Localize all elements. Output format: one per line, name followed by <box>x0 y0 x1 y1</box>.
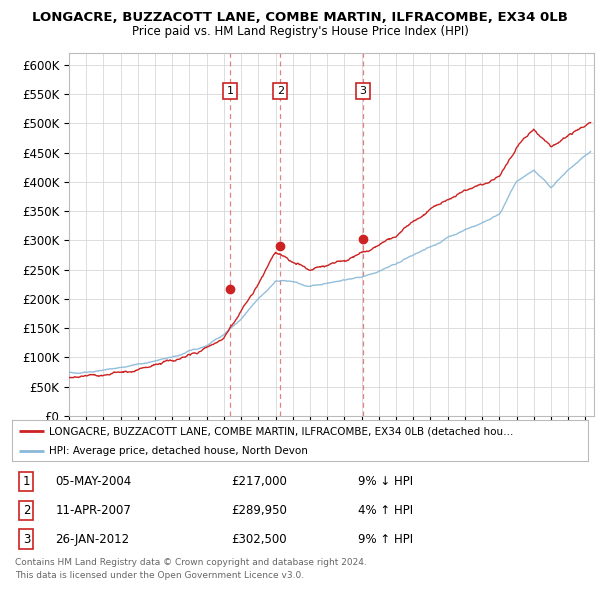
Text: Price paid vs. HM Land Registry's House Price Index (HPI): Price paid vs. HM Land Registry's House … <box>131 25 469 38</box>
Text: 1: 1 <box>23 475 30 488</box>
Text: 4% ↑ HPI: 4% ↑ HPI <box>358 504 413 517</box>
Text: 9% ↑ HPI: 9% ↑ HPI <box>358 533 413 546</box>
Text: 11-APR-2007: 11-APR-2007 <box>55 504 131 517</box>
Text: HPI: Average price, detached house, North Devon: HPI: Average price, detached house, Nort… <box>49 446 308 456</box>
Text: 2: 2 <box>277 86 284 96</box>
Text: LONGACRE, BUZZACOTT LANE, COMBE MARTIN, ILFRACOMBE, EX34 0LB (detached hou…: LONGACRE, BUZZACOTT LANE, COMBE MARTIN, … <box>49 426 514 436</box>
Text: 3: 3 <box>359 86 367 96</box>
Text: £289,950: £289,950 <box>231 504 287 517</box>
Text: LONGACRE, BUZZACOTT LANE, COMBE MARTIN, ILFRACOMBE, EX34 0LB: LONGACRE, BUZZACOTT LANE, COMBE MARTIN, … <box>32 11 568 24</box>
Text: £217,000: £217,000 <box>231 475 287 488</box>
Text: 3: 3 <box>23 533 30 546</box>
Text: 05-MAY-2004: 05-MAY-2004 <box>55 475 131 488</box>
Text: 9% ↓ HPI: 9% ↓ HPI <box>358 475 413 488</box>
Text: £302,500: £302,500 <box>231 533 287 546</box>
Text: Contains HM Land Registry data © Crown copyright and database right 2024.: Contains HM Land Registry data © Crown c… <box>15 558 367 566</box>
Text: 26-JAN-2012: 26-JAN-2012 <box>55 533 130 546</box>
Text: This data is licensed under the Open Government Licence v3.0.: This data is licensed under the Open Gov… <box>15 571 304 579</box>
Text: 1: 1 <box>226 86 233 96</box>
Text: 2: 2 <box>23 504 30 517</box>
